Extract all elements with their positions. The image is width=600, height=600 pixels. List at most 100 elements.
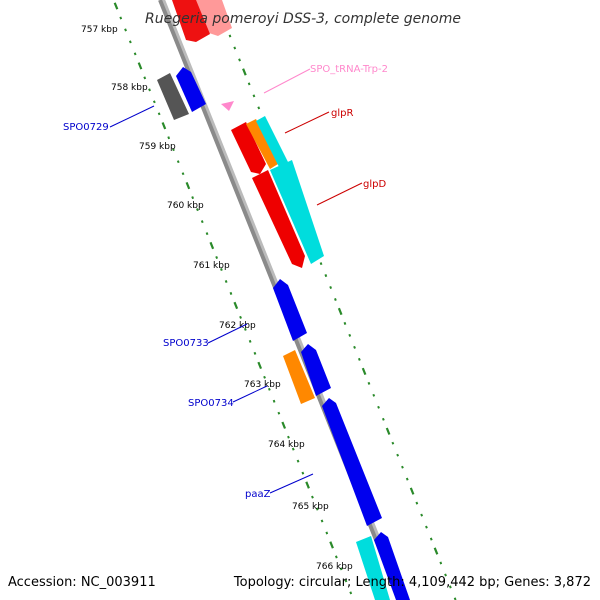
minor-tick: [257, 106, 261, 110]
minor-tick: [349, 591, 353, 595]
orange-feature-upper[interactable]: [246, 119, 278, 169]
minor-tick: [252, 94, 256, 98]
minor-tick: [357, 357, 361, 361]
minor-tick: [319, 262, 323, 266]
major-tick: [242, 68, 247, 76]
major-tick: [281, 421, 287, 429]
kbp-tick-label: 758 kbp: [111, 83, 148, 93]
gene-label-glpD[interactable]: glpD: [363, 179, 386, 190]
minor-tick: [205, 232, 209, 236]
minor-tick: [325, 531, 329, 535]
kbp-tick-labels: 757 kbp 758 kbp 759 kbp 760 kbp 761 kbp …: [81, 25, 353, 572]
minor-tick: [233, 46, 237, 50]
gene-labels: SPO_tRNA-Trp-2 glpR glpD SPO0729 SPO0733…: [63, 64, 388, 500]
minor-tick: [157, 112, 161, 116]
minor-tick: [334, 555, 338, 559]
trna-feature[interactable]: [221, 101, 234, 111]
minor-tick: [191, 196, 195, 200]
major-tick: [113, 2, 119, 10]
gene-label-trna[interactable]: SPO_tRNA-Trp-2: [310, 64, 388, 75]
glpR-feature[interactable]: [231, 122, 266, 174]
map-title: Ruegeria pomeroyi DSS-3, complete genome: [145, 11, 461, 27]
minor-tick: [444, 573, 447, 577]
SPO0729-feature[interactable]: [157, 73, 189, 120]
minor-tick: [324, 274, 328, 278]
paaZ-feature[interactable]: [322, 398, 382, 526]
minor-tick: [287, 435, 290, 439]
major-tick: [137, 62, 143, 70]
minor-tick: [329, 286, 333, 289]
gene-label-SPO0733[interactable]: SPO0733: [163, 338, 209, 349]
minor-tick: [253, 351, 257, 355]
major-tick: [329, 541, 334, 549]
gene-label-glpR[interactable]: glpR: [331, 108, 353, 119]
minor-tick: [119, 16, 123, 20]
minor-tick: [263, 375, 266, 379]
minor-tick: [315, 507, 319, 511]
major-tick: [209, 241, 215, 250]
SPO0734-feature[interactable]: [283, 350, 315, 404]
minor-tick: [176, 160, 180, 164]
minor-tick: [372, 393, 376, 397]
minor-tick: [367, 381, 371, 385]
forward-cds-top[interactable]: [172, 0, 210, 42]
minor-tick: [124, 28, 127, 32]
minor-tick: [152, 100, 156, 104]
minor-tick: [247, 82, 251, 86]
cyan-feature-glpD[interactable]: [270, 160, 324, 264]
minor-tick: [429, 537, 433, 541]
major-tick: [233, 301, 239, 310]
cyan-feature-upper[interactable]: [256, 116, 290, 171]
minor-tick: [272, 399, 276, 403]
minor-tick: [391, 441, 395, 445]
minor-tick: [381, 417, 385, 421]
genome-summary-text: Topology: circular; Length: 4,109,442 bp…: [233, 575, 591, 590]
reverse-cds-758[interactable]: [176, 67, 206, 112]
minor-tick: [277, 411, 281, 415]
inner-tick-track: [113, 2, 353, 595]
SPO0733-feature[interactable]: [273, 279, 307, 341]
minor-tick: [148, 88, 151, 92]
feature-track: [157, 0, 410, 600]
major-tick: [385, 427, 391, 435]
minor-tick: [296, 459, 300, 463]
major-tick: [185, 181, 191, 190]
kbp-tick-label: 765 kbp: [292, 502, 329, 512]
paaZ-label-connector: [269, 473, 314, 494]
gene-label-SPO0729[interactable]: SPO0729: [63, 122, 109, 133]
minor-tick: [267, 387, 271, 391]
minor-tick: [334, 298, 337, 301]
reverse-cds-763[interactable]: [301, 344, 331, 396]
gene-label-SPO0734[interactable]: SPO0734: [188, 398, 234, 409]
minor-tick: [239, 315, 242, 319]
glpD-label-connector: [316, 182, 363, 206]
kbp-tick-label: 760 kbp: [167, 201, 204, 211]
minor-tick: [448, 585, 452, 589]
minor-tick: [339, 567, 343, 571]
forward-cds-top-faded[interactable]: [192, 0, 232, 36]
minor-tick: [439, 561, 443, 565]
minor-tick: [220, 268, 223, 271]
minor-tick: [243, 327, 247, 331]
gene-label-paaZ[interactable]: paaZ: [245, 489, 271, 500]
minor-tick: [224, 280, 228, 283]
minor-tick: [128, 40, 132, 44]
minor-tick: [143, 76, 147, 80]
minor-tick: [344, 579, 348, 583]
minor-tick: [311, 495, 314, 499]
cyan-feature-lower[interactable]: [356, 536, 390, 600]
minor-tick: [415, 501, 419, 505]
major-tick: [409, 487, 415, 495]
glpD-feature[interactable]: [252, 170, 305, 268]
minor-tick: [420, 513, 424, 517]
reverse-cds-766[interactable]: [374, 532, 410, 600]
minor-tick: [377, 405, 380, 409]
minor-tick: [133, 52, 137, 56]
minor-tick: [196, 208, 199, 212]
kbp-tick-label: 759 kbp: [139, 142, 176, 152]
minor-tick: [353, 345, 356, 349]
major-tick: [433, 547, 439, 555]
minor-tick: [229, 291, 233, 295]
